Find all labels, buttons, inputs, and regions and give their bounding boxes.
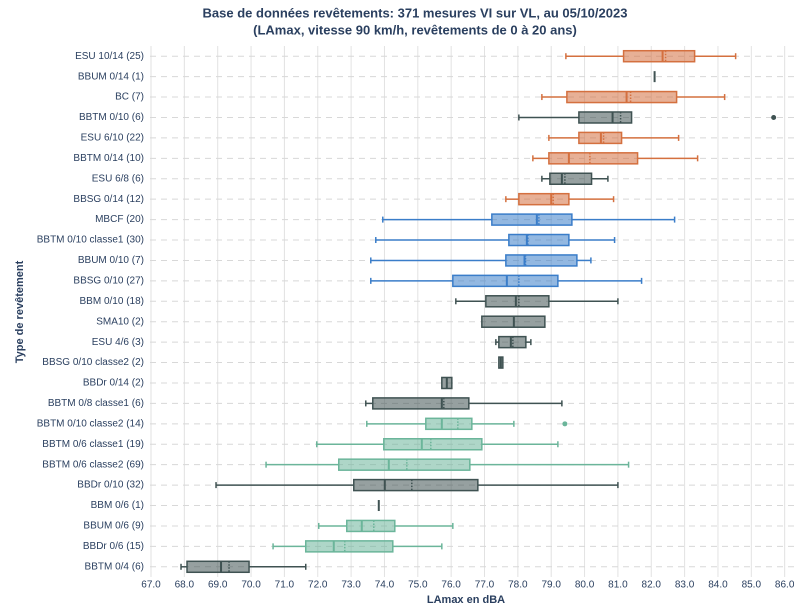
y-tick-label: BBTM 0/10 classe2 (14)	[37, 418, 144, 429]
x-tick-label: 79.0	[541, 580, 561, 591]
x-tick-label: 78.0	[508, 580, 528, 591]
y-tick-label: BBDr 0/10 (32)	[77, 480, 144, 491]
y-tick-label: ESU 4/6 (3)	[92, 337, 144, 348]
x-tick-label: 76.0	[441, 580, 461, 591]
box	[338, 458, 471, 471]
y-tick-label: BBSG 0/10 (27)	[73, 276, 144, 287]
box	[518, 192, 570, 206]
box	[491, 213, 573, 226]
y-tick-label: ESU 6/8 (6)	[92, 173, 144, 184]
y-tick-label: BBDr 0/14 (2)	[83, 378, 144, 389]
y-tick-label: BBTM 0/14 (10)	[73, 153, 144, 164]
y-tick-label: BBM 0/10 (18)	[80, 296, 144, 307]
y-tick-label: BBUM 0/14 (1)	[78, 71, 144, 82]
y-tick-label: ESU 10/14 (25)	[75, 51, 144, 62]
x-tick-label: 85.0	[742, 580, 762, 591]
x-tick-label: 72.0	[308, 580, 328, 591]
y-tick-label: BBTM 0/10 classe1 (30)	[37, 235, 144, 246]
x-tick-label: 71.0	[275, 580, 295, 591]
y-tick-label: BBUM 0/6 (9)	[83, 521, 144, 532]
x-tick-label: 70.0	[241, 580, 261, 591]
x-tick-label: 77.0	[475, 580, 495, 591]
outlier	[771, 114, 777, 120]
box	[186, 560, 250, 574]
box	[549, 172, 593, 185]
x-tick-label: 67.0	[141, 580, 161, 591]
y-tick-label: BBUM 0/10 (7)	[78, 255, 144, 266]
y-tick-label: BBSG 0/14 (12)	[73, 194, 144, 205]
outlier	[562, 421, 568, 427]
x-tick-label: 84.0	[708, 580, 728, 591]
y-tick-label: BBSG 0/10 classe2 (2)	[42, 357, 144, 368]
box	[578, 111, 633, 124]
chart-subtitle: (LAmax, vitesse 90 km/h, revêtements de …	[253, 22, 577, 37]
box	[304, 540, 394, 553]
chart-title: Base de données revêtements: 371 mesures…	[203, 5, 628, 20]
x-tick-label: 74.0	[375, 580, 395, 591]
x-tick-label: 75.0	[408, 580, 428, 591]
x-tick-label: 69.0	[208, 580, 228, 591]
box	[383, 438, 483, 451]
y-tick-label: BC (7)	[115, 92, 144, 103]
y-tick-label: BBTM 0/6 classe2 (69)	[42, 459, 144, 470]
x-tick-label: 82.0	[642, 580, 662, 591]
y-tick-label: BBTM 0/10 (6)	[79, 112, 144, 123]
box	[622, 49, 696, 63]
box	[505, 254, 578, 267]
x-axis-title: LAmax en dBA	[427, 594, 505, 606]
box	[452, 274, 559, 288]
y-tick-label: BBM 0/6 (1)	[91, 500, 144, 511]
y-tick-label: ESU 6/10 (22)	[81, 133, 144, 144]
y-tick-label: BBTM 0/8 classe1 (6)	[48, 398, 144, 409]
y-tick-label: SMA10 (2)	[96, 316, 144, 327]
box	[485, 295, 550, 308]
box	[566, 90, 678, 104]
box	[346, 519, 396, 533]
y-tick-label: BBTM 0/4 (6)	[85, 561, 144, 572]
y-tick-label: MBCF (20)	[95, 214, 144, 225]
y-tick-label: BBDr 0/6 (15)	[83, 541, 144, 552]
box	[353, 478, 479, 492]
box	[508, 233, 570, 247]
x-tick-label: 81.0	[608, 580, 628, 591]
x-tick-label: 73.0	[341, 580, 361, 591]
box	[425, 417, 473, 431]
y-axis-title: Type de revêtement	[14, 260, 26, 363]
box	[548, 152, 639, 165]
y-tick-label: BBTM 0/6 classe1 (19)	[42, 439, 144, 450]
box	[372, 397, 470, 410]
x-tick-label: 80.0	[575, 580, 595, 591]
x-tick-label: 68.0	[175, 580, 195, 591]
x-tick-label: 86.0	[775, 580, 795, 591]
x-tick-label: 83.0	[675, 580, 695, 591]
